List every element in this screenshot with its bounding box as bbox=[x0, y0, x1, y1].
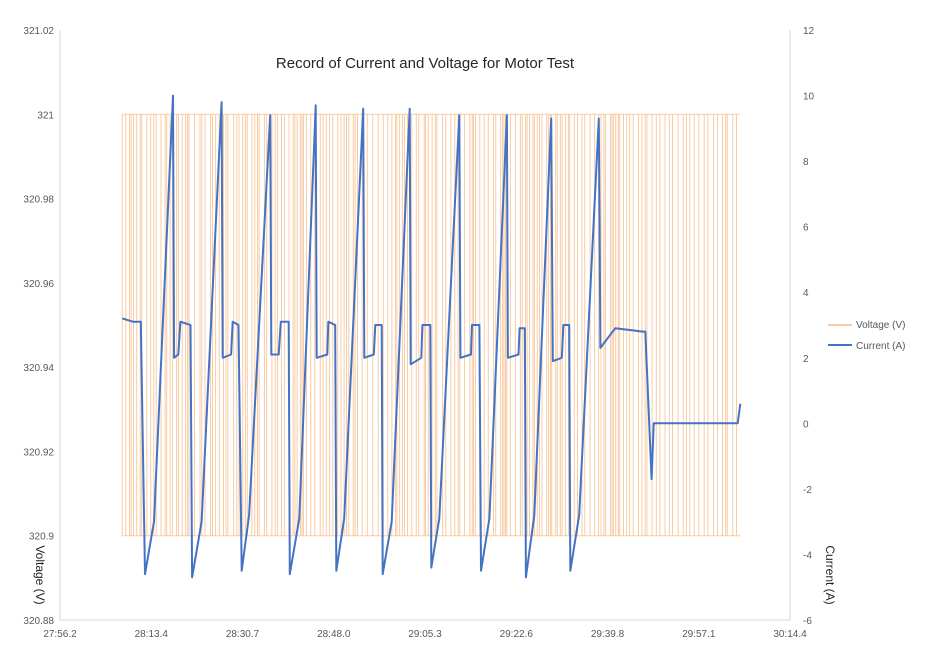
legend: Voltage (V) Current (A) bbox=[828, 320, 905, 352]
y-left-tick-label: 320.9 bbox=[29, 532, 54, 543]
y-right-tick-label: 12 bbox=[803, 26, 815, 37]
y-left-tick-label: 320.92 bbox=[23, 447, 54, 458]
y-left-tick-label: 320.88 bbox=[23, 616, 54, 627]
current-line bbox=[122, 94, 742, 579]
y-left-tick-label: 320.96 bbox=[23, 279, 54, 290]
y-right-tick-labels: -6 -4 -2 0 2 4 6 8 10 12 bbox=[803, 26, 815, 627]
legend-voltage-label: Voltage (V) bbox=[856, 320, 905, 331]
y-right-tick-label: -4 bbox=[803, 550, 812, 561]
y-right-tick-label: -2 bbox=[803, 485, 812, 496]
y-left-axis-title: Voltage (V) bbox=[33, 545, 47, 604]
current-series bbox=[122, 94, 742, 579]
y-right-tick-label: -6 bbox=[803, 616, 812, 627]
y-right-tick-label: 2 bbox=[803, 354, 809, 365]
plot-area bbox=[59, 30, 791, 621]
x-tick-label: 29:05.3 bbox=[408, 629, 442, 640]
x-tick-label: 28:13.4 bbox=[135, 629, 169, 640]
x-tick-labels: 27:56.2 28:13.4 28:30.7 28:48.0 29:05.3 29:22… bbox=[43, 629, 807, 640]
legend-current-label: Current (A) bbox=[856, 341, 905, 352]
y-right-axis-title: Current (A) bbox=[823, 545, 837, 604]
y-left-tick-label: 320.98 bbox=[23, 195, 54, 206]
x-tick-label: 30:14.4 bbox=[773, 629, 807, 640]
y-left-tick-label: 320.94 bbox=[23, 363, 54, 374]
y-left-tick-label: 321.02 bbox=[23, 26, 54, 37]
x-tick-label: 28:48.0 bbox=[317, 629, 351, 640]
chart-title: Record of Current and Voltage for Motor … bbox=[276, 55, 575, 72]
x-tick-label: 29:57.1 bbox=[682, 629, 716, 640]
x-tick-label: 27:56.2 bbox=[43, 629, 77, 640]
y-right-tick-label: 10 bbox=[803, 92, 815, 103]
x-tick-label: 29:39.8 bbox=[591, 629, 625, 640]
y-left-tick-label: 321 bbox=[37, 110, 54, 121]
x-tick-label: 28:30.7 bbox=[226, 629, 260, 640]
y-right-tick-label: 6 bbox=[803, 223, 809, 234]
x-tick-label: 29:22.6 bbox=[500, 629, 534, 640]
y-right-tick-label: 4 bbox=[803, 288, 809, 299]
y-right-tick-label: 8 bbox=[803, 157, 809, 168]
y-left-tick-labels: 320.88 320.9 320.92 320.94 320.96 320.98 321 32… bbox=[23, 26, 54, 627]
y-right-tick-label: 0 bbox=[803, 419, 809, 430]
